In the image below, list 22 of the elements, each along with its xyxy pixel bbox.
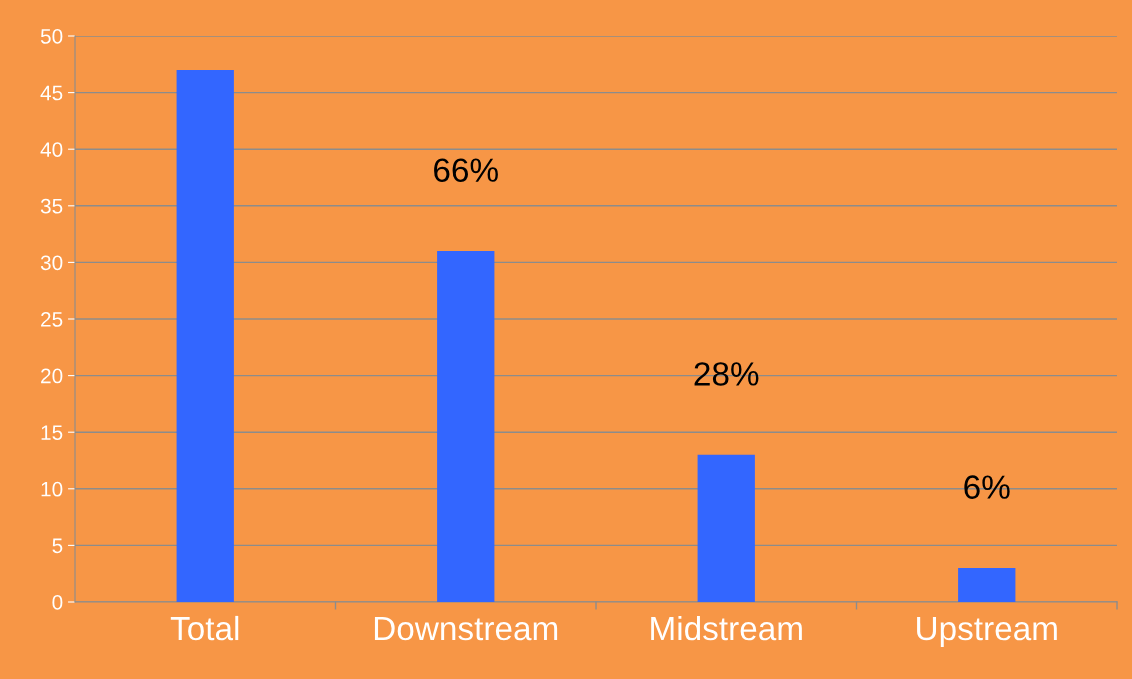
bar xyxy=(176,69,234,602)
y-tick-label: 20 xyxy=(41,368,63,384)
y-tick-label: 35 xyxy=(40,198,63,214)
x-tick-label: Total xyxy=(170,615,239,641)
y-tick-label: 40 xyxy=(40,142,63,157)
annotation: 6% xyxy=(964,475,1010,499)
y-tick-label: 30 xyxy=(40,255,63,271)
y-tick-label: 0 xyxy=(52,595,63,610)
bar xyxy=(437,251,495,602)
bar xyxy=(697,454,755,602)
x-tick-label: Upstream xyxy=(917,617,1057,647)
annotation: 66% xyxy=(434,158,498,182)
x-tick-label: Midstream xyxy=(651,615,802,641)
y-tick-label: 45 xyxy=(40,85,63,101)
y-tick-label: 15 xyxy=(41,425,63,440)
x-tick-label: Downstream xyxy=(374,617,558,641)
bar xyxy=(958,568,1016,602)
y-tick-label: 10 xyxy=(41,481,63,497)
y-tick-label: 50 xyxy=(40,29,63,44)
annotation: 28% xyxy=(694,362,759,386)
y-tick-label: 25 xyxy=(41,312,63,327)
y-tick-label: 5 xyxy=(52,538,63,554)
